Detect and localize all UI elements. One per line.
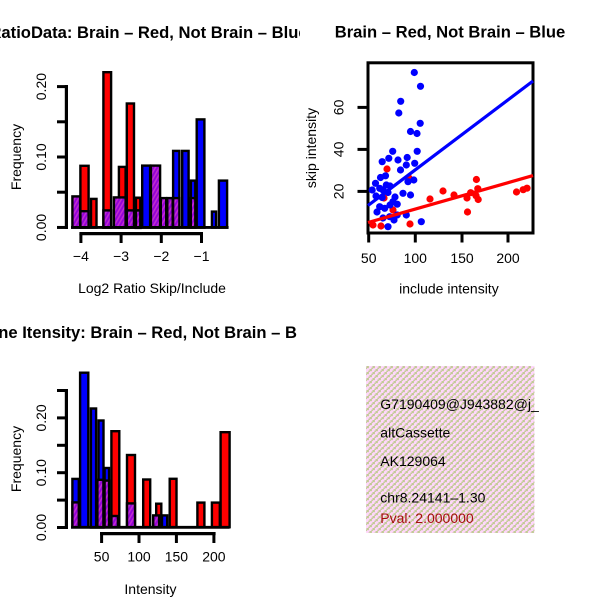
svg-text:0.10: 0.10	[33, 459, 49, 486]
svg-text:RatioData: Brain – Red, Not Br: RatioData: Brain – Red, Not Brain – Blue	[0, 23, 308, 42]
svg-text:include intensity: include intensity	[399, 281, 499, 297]
svg-text:0.20: 0.20	[33, 73, 49, 100]
svg-text:0.00: 0.00	[33, 514, 49, 541]
svg-text:Frequency: Frequency	[8, 124, 24, 190]
svg-text:50: 50	[361, 250, 377, 266]
svg-text:Gene Itensity: Brain – Red, No: Gene Itensity: Brain – Red, Not Brain – …	[0, 323, 321, 342]
svg-text:altCassette: altCassette	[380, 425, 450, 441]
svg-text:−4: −4	[73, 248, 89, 264]
svg-text:Intensity: Intensity	[124, 581, 176, 597]
svg-text:100: 100	[127, 549, 151, 565]
svg-text:60: 60	[331, 99, 347, 115]
svg-text:100: 100	[404, 250, 428, 266]
svg-text:Pval: 2.000000: Pval: 2.000000	[380, 510, 474, 526]
svg-text:0.00: 0.00	[33, 214, 49, 241]
svg-text:20: 20	[331, 183, 347, 199]
svg-text:skip intensity: skip intensity	[303, 108, 319, 188]
svg-text:200: 200	[496, 250, 520, 266]
svg-text:−2: −2	[153, 248, 169, 264]
svg-text:G7190409@J943882@j_: G7190409@J943882@j_	[380, 396, 539, 412]
svg-text:AK129064: AK129064	[380, 453, 446, 469]
svg-text:−3: −3	[113, 248, 129, 264]
svg-text:−1: −1	[194, 248, 210, 264]
svg-text:150: 150	[165, 549, 189, 565]
svg-text:40: 40	[331, 141, 347, 157]
svg-text:0.20: 0.20	[33, 404, 49, 431]
svg-text:150: 150	[450, 250, 474, 266]
svg-text:0.10: 0.10	[33, 143, 49, 170]
svg-text:Log2 Ratio Skip/Include: Log2 Ratio Skip/Include	[78, 280, 226, 296]
svg-text:200: 200	[202, 549, 226, 565]
svg-text:50: 50	[94, 549, 110, 565]
svg-text:Frequency: Frequency	[8, 426, 24, 492]
svg-text:Brain – Red, Not Brain – Blue: Brain – Red, Not Brain – Blue	[335, 23, 566, 42]
svg-text:chr8.24141–1.30: chr8.24141–1.30	[380, 490, 485, 506]
